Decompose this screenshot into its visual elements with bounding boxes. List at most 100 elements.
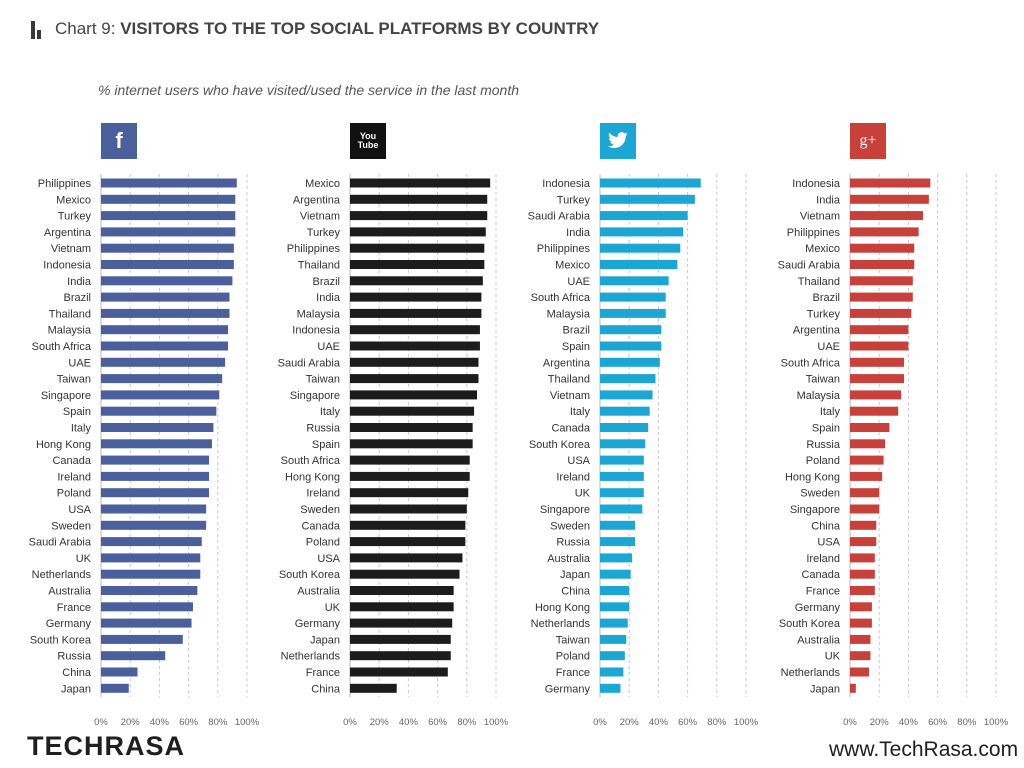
facebook-category-label: Singapore [41, 390, 91, 402]
twitter-category-label: Singapore [540, 504, 590, 516]
youtube-category-label: Vietnam [300, 211, 340, 223]
twitter-bar [600, 471, 644, 481]
youtube-category-label: Germany [295, 618, 341, 630]
google-plus-bar [850, 390, 902, 400]
google-plus-category-label: Thailand [798, 276, 840, 288]
youtube-bar [350, 553, 463, 563]
twitter-category-label: South Korea [529, 439, 591, 451]
youtube-bar [350, 423, 473, 432]
facebook-bar [101, 423, 214, 432]
facebook-bar [101, 634, 183, 644]
twitter-category-label: Netherlands [531, 618, 591, 630]
youtube-category-label: Argentina [293, 194, 341, 206]
twitter-category-label: Japan [560, 569, 590, 581]
google-plus-category-label: Indonesia [792, 178, 841, 190]
facebook-category-label: Turkey [58, 211, 92, 223]
facebook-bar [101, 178, 237, 188]
youtube-bar [350, 651, 451, 661]
facebook-bar [101, 357, 226, 367]
twitter-category-label: China [561, 586, 591, 598]
google-plus-category-label: Italy [820, 406, 841, 418]
youtube-bar [350, 227, 486, 237]
google-plus-tick-label: 100% [984, 717, 1009, 728]
twitter-bar [600, 553, 633, 563]
google-plus-category-label: UAE [817, 341, 840, 353]
twitter-bar [600, 455, 644, 465]
google-plus-tick-label: 0% [843, 717, 857, 728]
youtube-bar [350, 455, 470, 465]
google-plus-category-label: Japan [810, 683, 840, 695]
youtube-category-label: Hong Kong [285, 471, 340, 483]
youtube-category-label: UK [325, 602, 341, 614]
facebook-category-label: Thailand [49, 308, 91, 320]
google-plus-bar [850, 194, 929, 204]
twitter-tick-label: 60% [678, 717, 698, 728]
twitter-category-label: Poland [556, 651, 590, 663]
facebook-bar [101, 586, 198, 595]
youtube-bar [350, 292, 482, 302]
facebook-bar [101, 211, 236, 221]
facebook-category-label: USA [68, 504, 91, 516]
facebook-category-label: Taiwan [57, 374, 91, 386]
google-plus-bar [850, 243, 915, 253]
facebook-bar [101, 243, 234, 253]
google-plus-tick-label: 60% [928, 717, 948, 728]
twitter-tick-label: 100% [734, 717, 759, 728]
chart-title: Chart 9: VISITORS TO THE TOP SOCIAL PLAT… [55, 19, 599, 39]
youtube-tick-label: 40% [399, 717, 419, 728]
twitter-bar [600, 634, 627, 644]
twitter-category-label: Canada [551, 423, 590, 435]
twitter-bar [600, 357, 660, 367]
google-plus-category-label: UK [825, 651, 841, 663]
youtube-bar [350, 325, 480, 335]
facebook-category-label: South Korea [30, 634, 92, 646]
youtube-category-label: Russia [306, 423, 341, 435]
google-plus-category-label: France [806, 586, 840, 598]
twitter-category-label: India [566, 227, 591, 239]
youtube-category-label: Sweden [300, 504, 340, 516]
youtube-category-label: South Africa [281, 455, 341, 467]
facebook-bar [101, 439, 212, 449]
youtube-category-label: Taiwan [306, 374, 340, 386]
google-plus-category-label: Brazil [812, 292, 840, 304]
facebook-tick-label: 0% [94, 717, 108, 728]
twitter-category-label: Mexico [555, 260, 590, 272]
google-plus-bar [850, 341, 909, 351]
twitter-category-label: Philippines [537, 243, 591, 255]
facebook-category-label: Philippines [38, 178, 92, 190]
google-plus-bar [850, 651, 871, 661]
youtube-category-label: Australia [297, 586, 341, 598]
twitter-tick-label: 80% [707, 717, 727, 728]
google-plus-bar [850, 683, 856, 693]
youtube-category-label: Ireland [306, 488, 340, 500]
google-plus-category-label: India [816, 194, 841, 206]
twitter-bar [600, 537, 636, 547]
facebook-category-label: Argentina [44, 227, 92, 239]
facebook-tick-label: 60% [179, 717, 199, 728]
youtube-category-label: Japan [310, 634, 340, 646]
google-plus-bar [850, 227, 919, 237]
twitter-bar [600, 308, 666, 318]
twitter-bar [600, 488, 644, 498]
twitter-category-label: Turkey [557, 194, 591, 206]
google-plus-bar [850, 602, 872, 612]
twitter-category-label: France [556, 667, 590, 679]
facebook-category-label: Italy [71, 423, 92, 435]
youtube-category-label: Netherlands [281, 651, 341, 663]
twitter-bar [600, 243, 681, 253]
google-plus-category-label: Turkey [807, 308, 841, 320]
youtube-category-label: South Korea [279, 569, 341, 581]
facebook-bar [101, 553, 201, 563]
google-plus-bar [850, 618, 872, 628]
google-plus-bar [850, 276, 913, 286]
facebook-bar [101, 374, 223, 384]
twitter-category-label: Italy [570, 406, 591, 418]
google-plus-bar [850, 374, 905, 384]
youtube-bar [350, 357, 479, 367]
youtube-category-label: Indonesia [292, 325, 341, 337]
twitter-category-label: Sweden [550, 520, 590, 532]
youtube-bar [350, 178, 491, 188]
facebook-tick-label: 40% [150, 717, 170, 728]
google-plus-bar [850, 178, 931, 188]
twitter-bar [600, 227, 684, 237]
